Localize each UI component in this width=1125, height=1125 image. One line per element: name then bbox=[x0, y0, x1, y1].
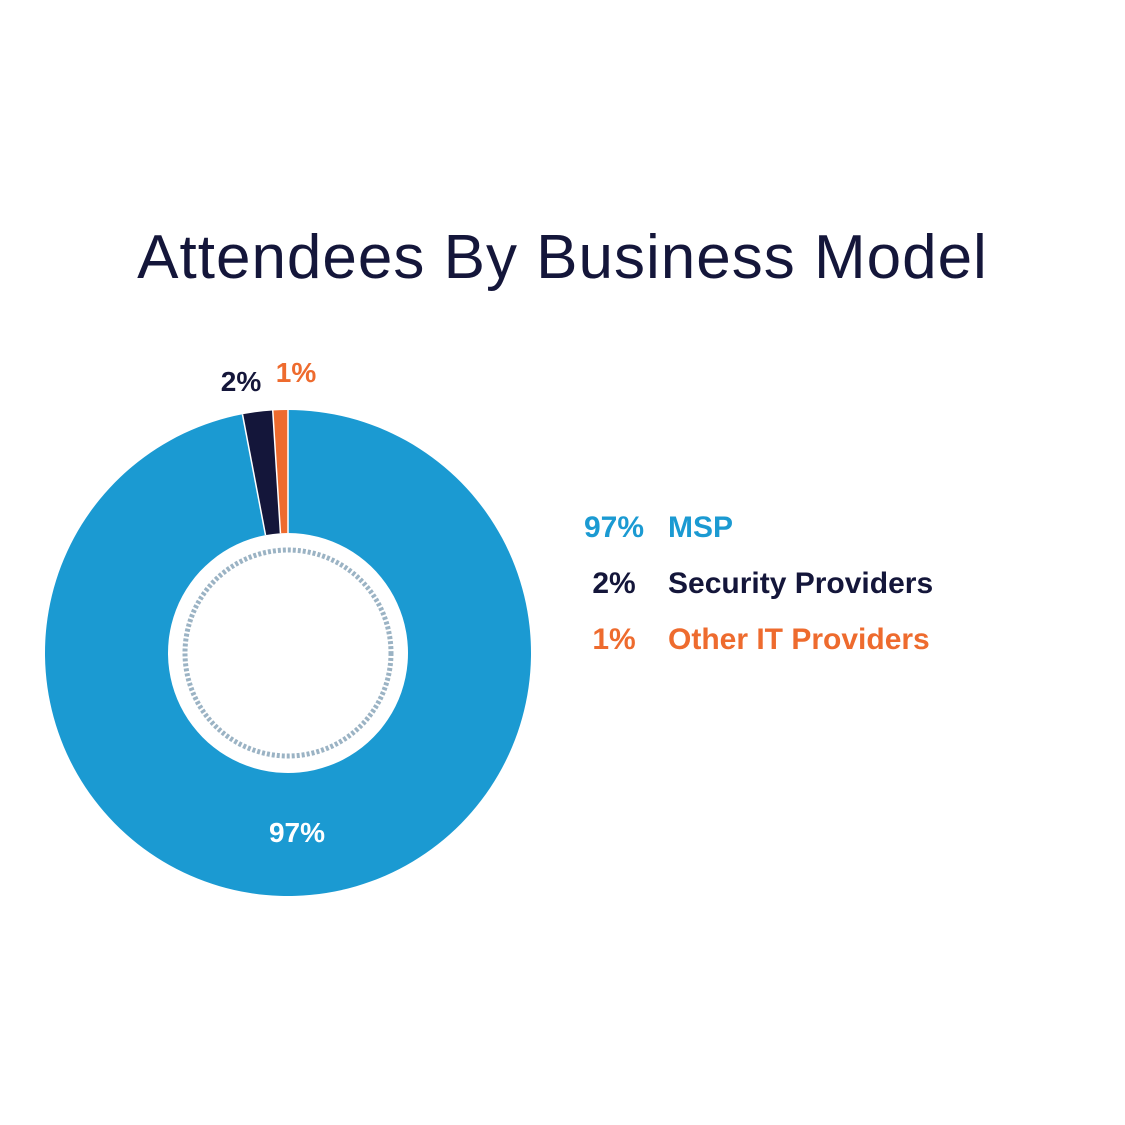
chart-legend: 97% MSP 2% Security Providers 1% Other I… bbox=[560, 500, 933, 668]
slice-other-it-providers bbox=[272, 410, 288, 534]
slice-separator bbox=[241, 414, 267, 536]
legend-pct: 1% bbox=[592, 623, 636, 656]
legend-item-security-providers: 2% Security Providers bbox=[560, 556, 933, 612]
inner-ring-decoration bbox=[182, 547, 394, 759]
legend-pct: 97% bbox=[583, 511, 645, 544]
legend-item-other-it-providers: 1% Other IT Providers bbox=[560, 612, 933, 668]
slice-security-providers bbox=[242, 410, 281, 536]
legend-label: Other IT Providers bbox=[668, 623, 930, 656]
legend-pct: 2% bbox=[592, 567, 636, 600]
data-label-other-it-providers: 1% bbox=[276, 357, 317, 388]
data-label-security-providers: 2% bbox=[221, 366, 262, 397]
data-label-msp: 97% bbox=[269, 817, 325, 848]
slice-separator bbox=[271, 410, 282, 534]
slice-msp bbox=[44, 410, 531, 896]
legend-item-msp: 97% MSP bbox=[560, 500, 933, 556]
legend-label: MSP bbox=[668, 511, 734, 544]
chart-title: Attendees By Business Model bbox=[137, 223, 988, 292]
legend-label: Security Providers bbox=[668, 567, 934, 600]
